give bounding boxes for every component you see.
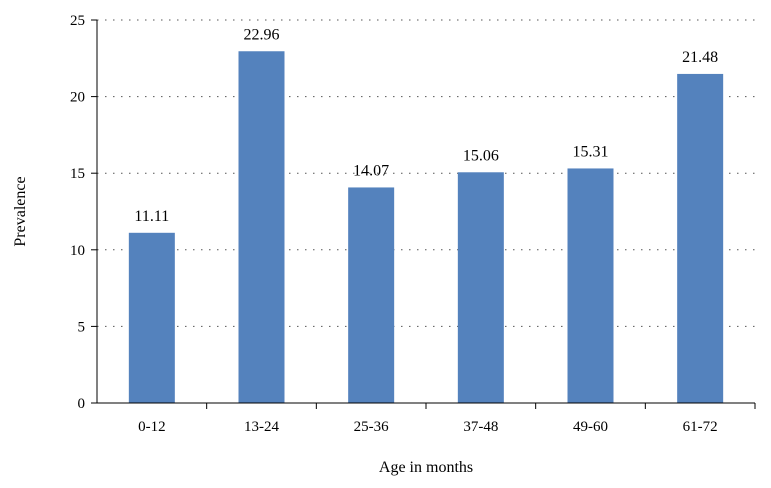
bars <box>128 51 724 404</box>
data-label: 15.06 <box>463 147 499 164</box>
axes <box>96 20 755 404</box>
bar-25-36 <box>348 187 395 403</box>
x-tick-label: 0-12 <box>138 419 166 435</box>
data-label: 22.96 <box>244 26 280 43</box>
y-tick-label: 20 <box>70 90 85 106</box>
data-labels: 11.11 22.96 14.07 15.06 15.31 21.48 <box>134 26 718 225</box>
y-ticks: 0 5 10 15 20 25 <box>70 13 97 412</box>
y-tick-label: 25 <box>70 13 85 29</box>
grid-lines <box>97 19 755 327</box>
bar-13-24 <box>238 51 285 403</box>
x-tick-label: 49-60 <box>573 419 608 435</box>
y-axis-title: Prevalence <box>12 176 29 246</box>
bar-0-12 <box>128 232 175 403</box>
bar-61-72 <box>677 73 724 404</box>
data-label: 21.48 <box>682 49 718 66</box>
data-label: 15.31 <box>573 143 609 160</box>
x-tick-label: 37-48 <box>463 419 498 435</box>
bar-37-48 <box>457 172 504 403</box>
x-axis-title: Age in months <box>379 459 473 476</box>
y-tick-label: 0 <box>78 396 86 412</box>
x-tick-label: 25-36 <box>354 419 389 435</box>
x-ticks: 0-12 13-24 25-36 37-48 49-60 61-72 <box>138 403 756 435</box>
bar-49-60 <box>567 168 614 403</box>
data-label: 11.11 <box>134 208 169 225</box>
x-tick-label: 61-72 <box>683 419 718 435</box>
x-tick-label: 13-24 <box>244 419 279 435</box>
y-tick-label: 10 <box>70 243 85 259</box>
y-tick-label: 5 <box>78 319 86 335</box>
data-label: 14.07 <box>353 162 389 179</box>
y-tick-label: 15 <box>70 166 85 182</box>
